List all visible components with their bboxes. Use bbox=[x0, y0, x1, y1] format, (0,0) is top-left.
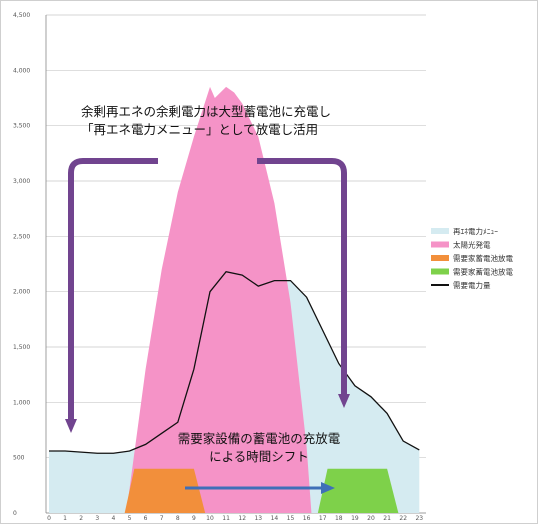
x-tick-label: 9 bbox=[192, 515, 196, 522]
legend-label: 需要家蓄電池放電 bbox=[453, 267, 513, 277]
arrow-down-right-icon bbox=[338, 394, 350, 408]
y-tick-label: 3,000 bbox=[13, 178, 30, 185]
y-tick-label: 4,000 bbox=[13, 67, 30, 74]
annotation-line-1: 余剰再エネの余剰電力は大型蓄電池に充電し bbox=[81, 104, 331, 119]
legend-label: 再ｴﾈ電力ﾒﾆｭｰ bbox=[453, 226, 498, 236]
area-series bbox=[49, 86, 420, 513]
x-tick-label: 19 bbox=[351, 515, 359, 522]
x-tick-label: 14 bbox=[271, 515, 279, 522]
legend-swatch bbox=[431, 255, 449, 261]
y-tick-label: 1,000 bbox=[13, 399, 30, 406]
y-tick-label: 1,500 bbox=[13, 344, 30, 351]
x-tick-label: 1 bbox=[63, 515, 67, 522]
x-tick-label: 2 bbox=[79, 515, 83, 522]
legend-label: 太陽光発電 bbox=[453, 240, 491, 250]
x-tick-label: 22 bbox=[399, 515, 407, 522]
annotations: 余剰再エネの余剰電力は大型蓄電池に充電し 「再エネ電力メニュー」として放電し活用… bbox=[81, 104, 341, 464]
x-tick-label: 13 bbox=[254, 515, 262, 522]
x-tick-label: 3 bbox=[95, 515, 99, 522]
x-tick-label: 16 bbox=[303, 515, 311, 522]
y-tick-label: 4,500 bbox=[13, 12, 30, 19]
x-tick-label: 17 bbox=[319, 515, 327, 522]
x-tick-label: 20 bbox=[367, 515, 375, 522]
legend-swatch bbox=[431, 268, 449, 275]
x-tick-label: 6 bbox=[144, 515, 148, 522]
x-axis-ticks: 0 1 2 3 4 5 6 7 8 9 10 11 12 13 14 15 16 17 18 19 20 21 22 23 bbox=[47, 515, 423, 522]
y-tick-label: 0 bbox=[13, 510, 17, 517]
x-tick-label: 4 bbox=[111, 515, 115, 522]
x-tick-label: 18 bbox=[335, 515, 343, 522]
legend-label: 需要電力量 bbox=[453, 280, 491, 290]
annotation-arrows bbox=[65, 158, 350, 494]
demand-line-series bbox=[49, 271, 420, 454]
x-tick-label: 12 bbox=[238, 515, 246, 522]
series-area-1 bbox=[126, 86, 312, 513]
series-area-3 bbox=[317, 468, 399, 513]
legend-swatch bbox=[431, 228, 449, 234]
demand-line bbox=[49, 271, 420, 454]
x-tick-label: 10 bbox=[206, 515, 214, 522]
legend-label: 需要家蓄電池放電 bbox=[453, 253, 513, 263]
x-tick-label: 7 bbox=[160, 515, 164, 522]
y-tick-label: 2,000 bbox=[13, 289, 30, 296]
annotation-line-2: 「再エネ電力メニュー」として放電し活用 bbox=[81, 122, 318, 137]
y-tick-label: 500 bbox=[13, 455, 25, 462]
y-tick-label: 2,500 bbox=[13, 233, 30, 240]
x-tick-label: 5 bbox=[128, 515, 132, 522]
annotation-line-3: 需要家設備の蓄電池の充放電 bbox=[178, 431, 341, 446]
x-tick-label: 11 bbox=[222, 515, 230, 522]
arrow-down-left-icon bbox=[65, 419, 77, 433]
x-tick-label: 23 bbox=[415, 515, 423, 522]
x-tick-label: 21 bbox=[383, 515, 391, 522]
y-axis-ticks: 0 500 1,000 1,500 2,000 2,500 3,000 3,500 4,000 4… bbox=[13, 12, 30, 517]
x-tick-label: 8 bbox=[176, 515, 180, 522]
y-tick-label: 3,500 bbox=[13, 123, 30, 130]
series-area-2 bbox=[124, 468, 206, 513]
x-tick-label: 15 bbox=[287, 515, 295, 522]
legend-swatch bbox=[431, 241, 449, 248]
x-tick-label: 0 bbox=[47, 515, 51, 522]
annotation-line-4: による時間シフト bbox=[209, 449, 309, 464]
arrow-right-icon bbox=[321, 482, 335, 494]
